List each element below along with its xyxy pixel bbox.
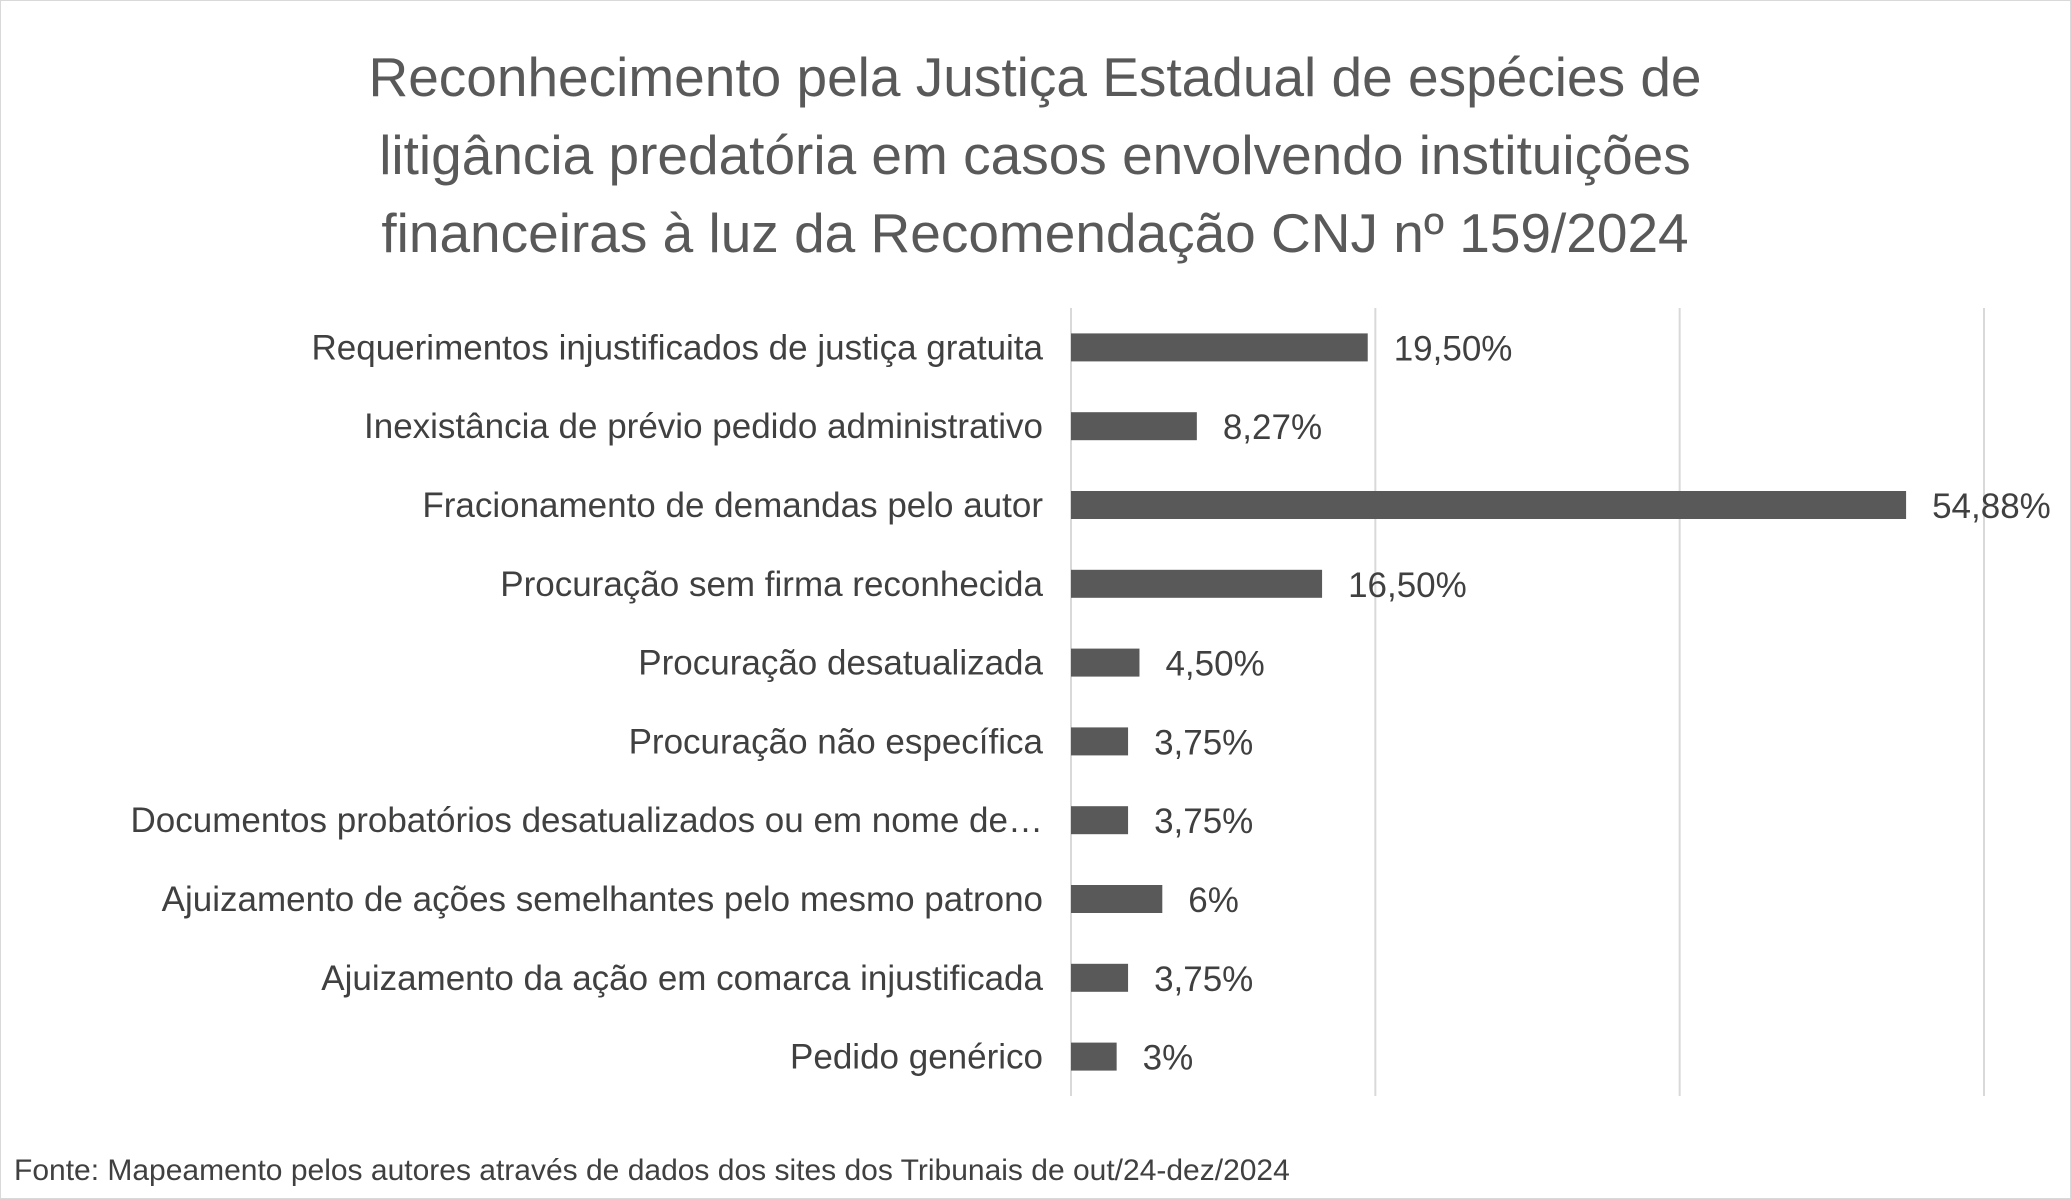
- data-label-0: 19,50%: [1394, 329, 1513, 368]
- bar-2: [1071, 491, 1907, 519]
- data-label-1: 8,27%: [1223, 408, 1322, 447]
- bar-7: [1071, 885, 1163, 913]
- chart-title-line-1: Reconhecimento pela Justiça Estadual de …: [368, 46, 1701, 108]
- source-note: Fonte: Mapeamento pelos autores através …: [14, 1154, 1290, 1187]
- bars: [1071, 333, 1907, 1071]
- bar-0: [1071, 333, 1368, 362]
- category-label-8: Ajuizamento da ação em comarca injustifi…: [321, 959, 1043, 998]
- category-label-1: Inexistância de prévio pedido administra…: [364, 407, 1043, 446]
- data-label-9: 3%: [1143, 1039, 1194, 1078]
- data-label-5: 3,75%: [1154, 723, 1253, 762]
- bar-8: [1071, 963, 1129, 992]
- bar-1: [1071, 412, 1197, 441]
- data-label-2: 54,88%: [1932, 487, 2051, 526]
- category-labels: Requerimentos injustificados de justiça …: [131, 328, 1044, 1076]
- category-label-0: Requerimentos injustificados de justiça …: [312, 328, 1044, 367]
- bar-4: [1071, 648, 1140, 677]
- bar-6: [1071, 806, 1129, 835]
- category-label-6: Documentos probatórios desatualizados ou…: [131, 801, 1043, 840]
- chart-title-line-2: litigância predatória em casos envolvend…: [379, 124, 1691, 186]
- category-label-2: Fracionamento de demandas pelo autor: [422, 486, 1043, 525]
- data-label-8: 3,75%: [1154, 960, 1253, 999]
- data-label-7: 6%: [1188, 881, 1239, 920]
- chart-title: Reconhecimento pela Justiça Estadual de …: [368, 46, 1701, 264]
- bar-3: [1071, 569, 1323, 598]
- category-label-7: Ajuizamento de ações semelhantes pelo me…: [162, 880, 1043, 919]
- data-label-6: 3,75%: [1154, 802, 1253, 841]
- category-label-4: Procuração desatualizada: [638, 644, 1043, 683]
- category-label-3: Procuração sem firma reconhecida: [500, 565, 1043, 604]
- data-label-4: 4,50%: [1165, 645, 1264, 684]
- bar-9: [1071, 1042, 1117, 1071]
- category-label-9: Pedido genérico: [790, 1038, 1043, 1077]
- data-labels: 19,50% 8,27% 54,88% 16,50% 4,50% 3,75% 3,75% 6%…: [1143, 329, 2051, 1077]
- chart-title-line-3: financeiras à luz da Recomendação CNJ nº…: [381, 202, 1688, 264]
- bar-5: [1071, 727, 1129, 756]
- data-label-3: 16,50%: [1348, 566, 1467, 605]
- category-label-5: Procuração não específica: [629, 722, 1044, 761]
